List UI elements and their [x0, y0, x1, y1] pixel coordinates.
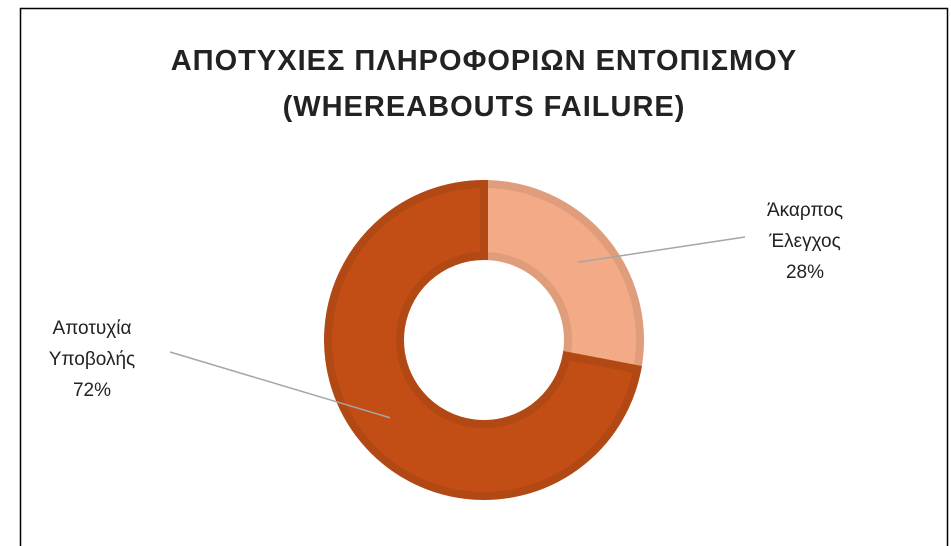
value-label: 72% [72, 380, 112, 401]
donut-segment [324, 179, 642, 500]
donut-segment [480, 179, 644, 374]
leader-line [169, 351, 391, 419]
chart-title: ΑΠΟΤΥΧΙΕΣ ΠΛΗΡΟΦΟΡΙΩΝ ΕΝΤΟΠΙΣΜΟΥ [171, 45, 798, 77]
data-label: Άκαρπος Έλεγχος 28% [725, 195, 885, 288]
leader-line [577, 236, 746, 263]
data-label: Αποτυχία Υποβολής 72% [12, 313, 172, 406]
category-label: Αποτυχία Υποβολής [48, 318, 136, 370]
category-label: Άκαρπος Έλεγχος [766, 200, 844, 252]
value-label: 28% [785, 262, 825, 283]
chart-title: (WHEREABOUTS FAILURE) [283, 91, 686, 123]
